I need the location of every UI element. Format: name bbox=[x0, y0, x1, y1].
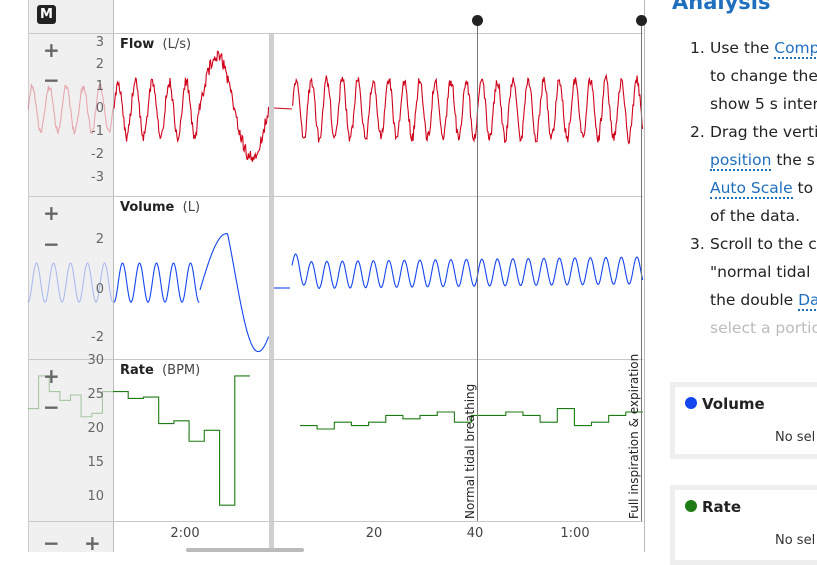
y-tick: -2 bbox=[74, 147, 104, 162]
y-tick: 1 bbox=[74, 79, 104, 94]
step-link[interactable]: position bbox=[710, 151, 771, 171]
y-tick: 10 bbox=[74, 489, 104, 504]
marker-handle[interactable] bbox=[472, 15, 483, 26]
card-status: No sel bbox=[775, 430, 815, 445]
y-tick: -3 bbox=[74, 170, 104, 185]
analysis-panel: Analysis 1. Use the Comp to change the show… bbox=[660, 0, 817, 552]
y-tick: -2 bbox=[74, 330, 104, 345]
flow-trace bbox=[114, 78, 199, 142]
volume-zoom-out-button[interactable]: − bbox=[43, 232, 59, 256]
marker-label: Normal tidal breathing bbox=[463, 384, 477, 519]
rate-label: Rate (BPM) bbox=[120, 363, 200, 378]
step-text: Use the bbox=[710, 39, 774, 57]
volume-label: Volume (L) bbox=[120, 200, 200, 215]
step-text: of the data. bbox=[710, 207, 800, 225]
horizontal-scrollbar[interactable] bbox=[186, 548, 304, 552]
step-line: Auto Scale to bbox=[710, 174, 817, 202]
x-tick: 20 bbox=[354, 526, 394, 541]
step-text: to bbox=[793, 179, 814, 197]
flow-trace bbox=[200, 51, 269, 162]
step-text-faded: select a portio bbox=[710, 319, 817, 337]
x-tick: 40 bbox=[455, 526, 495, 541]
step-link[interactable]: Comp bbox=[774, 39, 817, 59]
card-title: Volume bbox=[702, 395, 765, 413]
divider bbox=[28, 33, 643, 34]
time-zoom-in-button[interactable]: + bbox=[84, 531, 100, 555]
marker-handle[interactable] bbox=[636, 15, 647, 26]
step-number: 1. bbox=[690, 34, 705, 62]
step-text: the s bbox=[771, 151, 814, 169]
step-number: 2. bbox=[690, 118, 705, 146]
step-line: 1. Use the Comp bbox=[710, 34, 817, 62]
step-number: 3. bbox=[690, 230, 705, 258]
card-title: Rate bbox=[702, 498, 741, 516]
volume-zoom-in-button[interactable]: + bbox=[43, 201, 59, 225]
step-text: Drag the verti bbox=[710, 123, 817, 141]
y-tick: 25 bbox=[74, 387, 104, 402]
step-text: to change the bbox=[710, 67, 817, 85]
analysis-title: Analysis bbox=[672, 0, 770, 14]
y-tick: 0 bbox=[74, 282, 104, 297]
step-line: to change the bbox=[710, 62, 817, 90]
rate-card[interactable]: Rate No sel bbox=[670, 485, 817, 565]
rate-zoom-in-button[interactable]: + bbox=[43, 364, 59, 388]
volume-trace bbox=[114, 263, 199, 302]
step-line: 2. Drag the verti bbox=[710, 118, 817, 146]
divider bbox=[28, 359, 643, 360]
x-tick: 1:00 bbox=[555, 526, 595, 541]
rate-dot-icon bbox=[685, 500, 697, 512]
y-tick: -1 bbox=[74, 124, 104, 139]
y-tick: 0 bbox=[74, 101, 104, 116]
step-text: show 5 s inter bbox=[710, 95, 817, 113]
step-line: position the s bbox=[710, 146, 817, 174]
y-tick: 3 bbox=[74, 35, 104, 50]
volume-dot-icon bbox=[685, 397, 697, 409]
step-link[interactable]: Auto Scale bbox=[710, 179, 793, 199]
flow-trace bbox=[292, 76, 643, 144]
step-text: "normal tidal bbox=[710, 263, 810, 281]
flow-zoom-in-button[interactable]: + bbox=[43, 38, 59, 62]
card-status: No sel bbox=[775, 533, 815, 548]
time-zoom-out-button[interactable]: − bbox=[43, 531, 59, 555]
y-tick: 2 bbox=[74, 232, 104, 247]
marker-line[interactable] bbox=[641, 20, 642, 521]
divider bbox=[28, 196, 643, 197]
volume-trace bbox=[200, 234, 269, 352]
step-text: Scroll to the c bbox=[710, 235, 817, 253]
marker-label: Full inspiration & expiration bbox=[627, 354, 641, 519]
y-tick: 30 bbox=[74, 353, 104, 368]
split-divider[interactable] bbox=[269, 33, 274, 552]
divider bbox=[28, 521, 643, 522]
y-tick: 2 bbox=[74, 57, 104, 72]
step-line: "normal tidal bbox=[710, 258, 817, 286]
step-line: show 5 s inter bbox=[710, 90, 817, 118]
step-line: 3. Scroll to the c bbox=[710, 230, 817, 258]
step-link[interactable]: Da bbox=[798, 291, 817, 311]
y-tick: 20 bbox=[74, 421, 104, 436]
flow-zoom-out-button[interactable]: − bbox=[43, 68, 59, 92]
flow-trace bbox=[274, 108, 292, 109]
analysis-steps: 1. Use the Comp to change the show 5 s inte… bbox=[710, 34, 817, 342]
step-text: the double bbox=[710, 291, 798, 309]
step-line: of the data. bbox=[710, 202, 817, 230]
rate-zoom-out-button[interactable]: − bbox=[43, 395, 59, 419]
x-tick: 2:00 bbox=[165, 526, 205, 541]
step-line: the double Da bbox=[710, 286, 817, 314]
volume-trace bbox=[292, 254, 643, 288]
marker-line[interactable] bbox=[477, 20, 478, 521]
rate-trace bbox=[113, 376, 250, 505]
y-tick: 15 bbox=[74, 455, 104, 470]
step-line: select a portio bbox=[710, 314, 817, 342]
volume-card[interactable]: Volume No sel bbox=[670, 382, 817, 459]
flow-label: Flow (L/s) bbox=[120, 37, 191, 52]
